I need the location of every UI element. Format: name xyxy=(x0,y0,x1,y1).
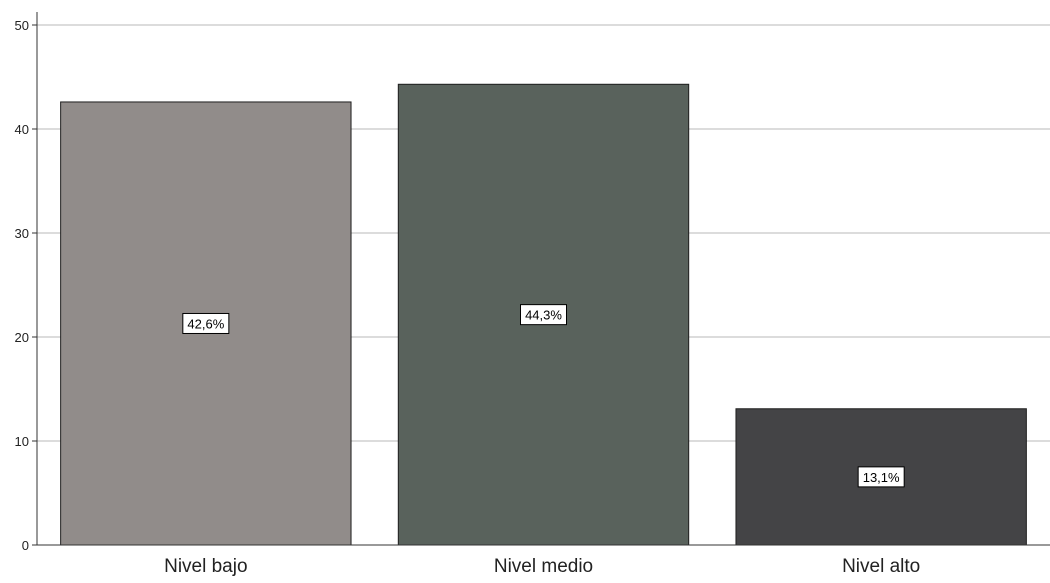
data-label: 42,6% xyxy=(187,316,224,331)
data-label-box xyxy=(857,466,905,488)
x-tick-label: Nivel alto xyxy=(842,556,920,577)
y-tick-label: 30 xyxy=(15,226,29,241)
x-tick-label: Nivel medio xyxy=(494,556,593,577)
y-tick-label: 20 xyxy=(15,330,29,345)
y-tick-label: 10 xyxy=(15,434,29,449)
data-labels: 42,6% 44,3% 13,1% xyxy=(182,304,905,488)
data-label-box xyxy=(520,304,567,326)
data-label: 13,1% xyxy=(863,470,900,485)
axes: 0 10 20 30 40 50 Nivel bajo Nivel medio Nivel al… xyxy=(15,12,1050,577)
data-label: 44,3% xyxy=(525,308,562,323)
data-label-box xyxy=(182,312,230,334)
y-tick-label: 50 xyxy=(15,18,29,33)
x-tick-label: Nivel bajo xyxy=(164,556,247,577)
y-tick-label: 40 xyxy=(15,122,29,137)
y-tick-label: 0 xyxy=(22,538,29,553)
bars xyxy=(60,83,1027,546)
